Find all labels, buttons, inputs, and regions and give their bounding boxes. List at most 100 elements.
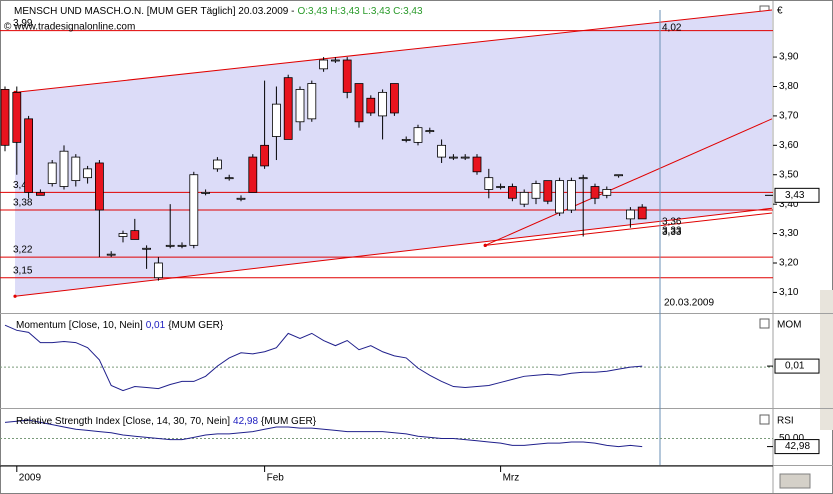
scrollbar[interactable] — [820, 290, 833, 430]
last-value-label: 42,98 — [785, 441, 810, 452]
candle-body — [271, 103, 281, 137]
candle-body — [153, 262, 163, 279]
candle-body — [95, 162, 104, 211]
candle-body — [460, 156, 470, 159]
candle-body — [543, 180, 553, 202]
axis-label: RSI — [777, 416, 794, 427]
horizontal-line-label: 3,44 — [13, 180, 33, 191]
candle-body — [519, 191, 529, 205]
copyright: © www.tradesignalonline.com — [4, 22, 135, 33]
candle-body — [106, 253, 116, 256]
candle-body — [437, 144, 447, 158]
trendline-anchor — [483, 243, 487, 247]
candle-body — [401, 139, 411, 141]
y-tick-label: 3,90 — [779, 52, 799, 63]
horizontal-line-label: 3,22 — [13, 245, 33, 256]
candle-body — [378, 91, 388, 117]
horizontal-line-label: 3,99 — [13, 18, 33, 29]
candle-body — [472, 156, 482, 173]
candle-body — [201, 191, 211, 194]
y-tick-label: 3,20 — [779, 258, 799, 269]
trendline — [14, 9, 773, 93]
last-value-label: 0,01 — [785, 361, 805, 372]
reference-label: 50,00 — [779, 433, 804, 444]
candle-body — [12, 91, 22, 143]
candle-body — [59, 150, 69, 187]
candle-body — [614, 174, 623, 177]
horizontal-line-label: 3,15 — [13, 265, 33, 276]
cursor-value: 3,33 — [662, 227, 682, 238]
last-value-box — [774, 439, 820, 455]
cursor-value: 3,36 — [662, 217, 682, 228]
last-price-label: 3,43 — [785, 190, 805, 201]
indicator-value: 42,98 — [233, 416, 258, 427]
candle-body — [366, 97, 376, 114]
candle-body — [330, 59, 340, 62]
indicator-line — [4, 324, 643, 392]
candle-body — [0, 89, 10, 146]
y-tick-label: 3,70 — [779, 111, 799, 122]
panel-title: Relative Strength Index [Close, 14, 30, … — [16, 416, 317, 427]
currency: € — [777, 6, 783, 17]
candle-body — [425, 130, 435, 133]
title-text: MENSCH UND MASCH.O.N. [MUM GER Täglich] … — [14, 6, 294, 17]
candle-body — [189, 174, 199, 246]
candle-body — [71, 156, 81, 182]
last-value-box — [774, 358, 820, 374]
candle-body — [118, 233, 128, 237]
x-tick-label: 2009 — [19, 473, 42, 484]
candle-body — [307, 83, 317, 120]
candle-body — [342, 59, 352, 93]
candle-body — [212, 159, 222, 170]
chart-title: MENSCH UND MASCH.O.N. [MUM GER Täglich] … — [14, 6, 423, 17]
last-price-box — [774, 187, 820, 203]
candle-body — [413, 127, 423, 143]
y-tick-label: 3,50 — [779, 169, 799, 180]
candle-body — [637, 206, 647, 220]
candle-body — [578, 177, 588, 180]
candle-body — [448, 156, 458, 159]
x-tick-label: Mrz — [503, 473, 520, 484]
candle-body — [555, 180, 564, 214]
candle-body — [142, 247, 152, 250]
candle-body — [165, 244, 175, 247]
candle-body — [484, 177, 494, 190]
x-tick-label: Feb — [267, 473, 285, 484]
candle-body — [130, 230, 140, 240]
panel-button[interactable] — [759, 318, 770, 329]
candle-body — [319, 59, 329, 70]
candle-body — [236, 197, 246, 200]
cursor-date: 20.03.2009 — [664, 298, 714, 309]
horizontal-line-label: 3,38 — [13, 198, 33, 209]
scroll-button[interactable] — [779, 473, 811, 489]
indicator-line — [4, 419, 643, 448]
y-tick-label: 3,30 — [779, 228, 799, 239]
panel-title: Momentum [Close, 10, Nein] 0,01 {MUM GER} — [16, 320, 224, 331]
candle-body — [389, 83, 399, 114]
candle-body — [567, 180, 576, 211]
candle-body — [626, 209, 635, 220]
indicator-name: Relative Strength Index [Close, 14, 30, … — [16, 416, 230, 427]
candle-body — [283, 77, 293, 140]
panel-button[interactable] — [759, 414, 770, 425]
indicator-value: 0,01 — [146, 320, 166, 331]
trendline — [485, 212, 773, 246]
candle-body — [295, 89, 305, 123]
candle-body — [177, 244, 187, 247]
ohlc-text: O:3,43 H:3,43 L:3,43 C:3,43 — [297, 6, 423, 17]
indicator-source: {MUM GER} — [261, 416, 317, 427]
y-tick-label: 3,80 — [779, 81, 799, 92]
candle-body — [83, 168, 92, 179]
trendline — [485, 118, 773, 246]
candle-body — [602, 189, 612, 196]
candle-body — [260, 144, 270, 167]
y-tick-label: 3,40 — [779, 199, 799, 210]
candle-body — [507, 186, 517, 199]
candle-body — [24, 118, 34, 193]
indicator-source: {MUM GER} — [168, 320, 224, 331]
cursor-value: 3,33 — [662, 225, 682, 236]
trendline — [14, 207, 773, 297]
candle-body — [224, 177, 234, 180]
candle-body — [590, 186, 600, 199]
